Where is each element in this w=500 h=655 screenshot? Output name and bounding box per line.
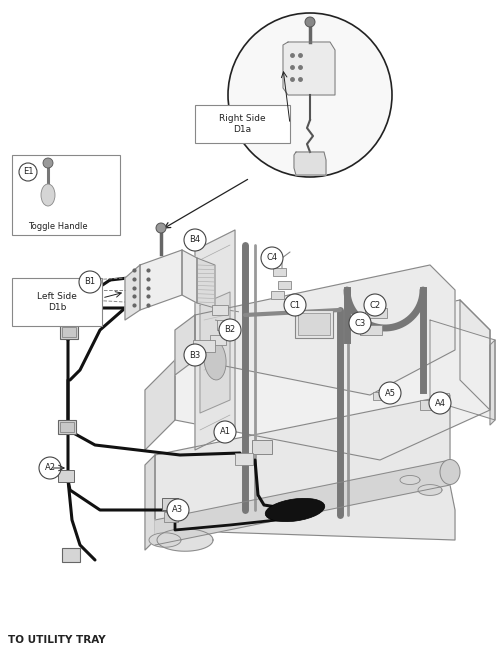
Circle shape — [228, 13, 392, 177]
Circle shape — [184, 344, 206, 366]
Circle shape — [184, 229, 206, 251]
Circle shape — [305, 17, 315, 27]
Bar — [58, 420, 76, 434]
Polygon shape — [175, 315, 195, 375]
Bar — [217, 320, 233, 330]
Text: A2: A2 — [44, 464, 56, 472]
Polygon shape — [195, 265, 455, 395]
Polygon shape — [430, 320, 495, 420]
Text: C1: C1 — [290, 301, 300, 310]
Polygon shape — [418, 485, 442, 495]
Bar — [60, 422, 74, 432]
Text: B3: B3 — [190, 350, 200, 360]
Circle shape — [39, 457, 61, 479]
Circle shape — [284, 294, 306, 316]
Circle shape — [19, 163, 37, 181]
Bar — [298, 313, 330, 335]
Circle shape — [349, 312, 371, 334]
Polygon shape — [283, 42, 335, 95]
Ellipse shape — [204, 340, 226, 380]
Bar — [60, 325, 78, 339]
Text: A5: A5 — [384, 388, 396, 398]
Polygon shape — [294, 152, 326, 175]
Bar — [271, 291, 284, 299]
Text: Toggle Handle: Toggle Handle — [28, 222, 88, 231]
Polygon shape — [157, 529, 213, 552]
Polygon shape — [140, 250, 182, 310]
Polygon shape — [145, 360, 175, 450]
Text: A1: A1 — [220, 428, 230, 436]
Polygon shape — [200, 292, 230, 413]
Bar — [252, 440, 272, 454]
Circle shape — [219, 319, 241, 341]
Polygon shape — [400, 476, 420, 485]
Polygon shape — [197, 258, 215, 308]
Bar — [278, 281, 291, 289]
Text: E1: E1 — [23, 168, 33, 176]
Circle shape — [364, 294, 386, 316]
Text: Right Side
D1a: Right Side D1a — [218, 115, 266, 134]
Bar — [212, 305, 228, 315]
Bar — [162, 498, 178, 510]
Circle shape — [167, 499, 189, 521]
Bar — [295, 310, 333, 338]
Bar — [193, 340, 215, 352]
Text: B2: B2 — [224, 326, 235, 335]
Bar — [12, 278, 102, 326]
Bar — [373, 392, 387, 400]
Text: B4: B4 — [190, 236, 200, 244]
Polygon shape — [490, 340, 495, 425]
Text: A4: A4 — [434, 398, 446, 407]
Polygon shape — [182, 250, 197, 303]
Circle shape — [429, 392, 451, 414]
Bar — [58, 470, 74, 482]
Text: B1: B1 — [84, 278, 96, 286]
Bar — [85, 277, 95, 283]
Bar — [12, 155, 120, 235]
Ellipse shape — [41, 184, 55, 206]
Bar — [62, 548, 80, 562]
Circle shape — [261, 247, 283, 269]
Text: TO UTILITY TRAY: TO UTILITY TRAY — [8, 635, 106, 645]
Bar — [360, 325, 382, 335]
Polygon shape — [460, 300, 490, 410]
Bar — [420, 400, 440, 410]
Text: C2: C2 — [370, 301, 380, 310]
Bar — [273, 268, 286, 276]
Text: C4: C4 — [266, 253, 278, 263]
Ellipse shape — [440, 460, 460, 485]
Bar — [164, 512, 178, 522]
Circle shape — [156, 223, 166, 233]
Bar — [62, 327, 76, 337]
Polygon shape — [145, 455, 155, 550]
Polygon shape — [155, 395, 455, 540]
Polygon shape — [155, 460, 450, 545]
Bar — [85, 289, 95, 295]
Text: A3: A3 — [172, 506, 184, 514]
Circle shape — [43, 158, 53, 168]
Bar — [195, 105, 290, 143]
Circle shape — [379, 382, 401, 404]
Bar — [235, 453, 253, 465]
Polygon shape — [149, 533, 181, 547]
Circle shape — [79, 271, 101, 293]
Text: C3: C3 — [354, 318, 366, 328]
Bar — [365, 308, 387, 318]
Bar — [210, 335, 226, 345]
Circle shape — [214, 421, 236, 443]
Bar — [433, 393, 449, 401]
Polygon shape — [125, 265, 140, 320]
Polygon shape — [175, 300, 490, 460]
Polygon shape — [195, 230, 235, 450]
Text: Left Side
D1b: Left Side D1b — [37, 292, 77, 312]
Ellipse shape — [266, 498, 324, 521]
